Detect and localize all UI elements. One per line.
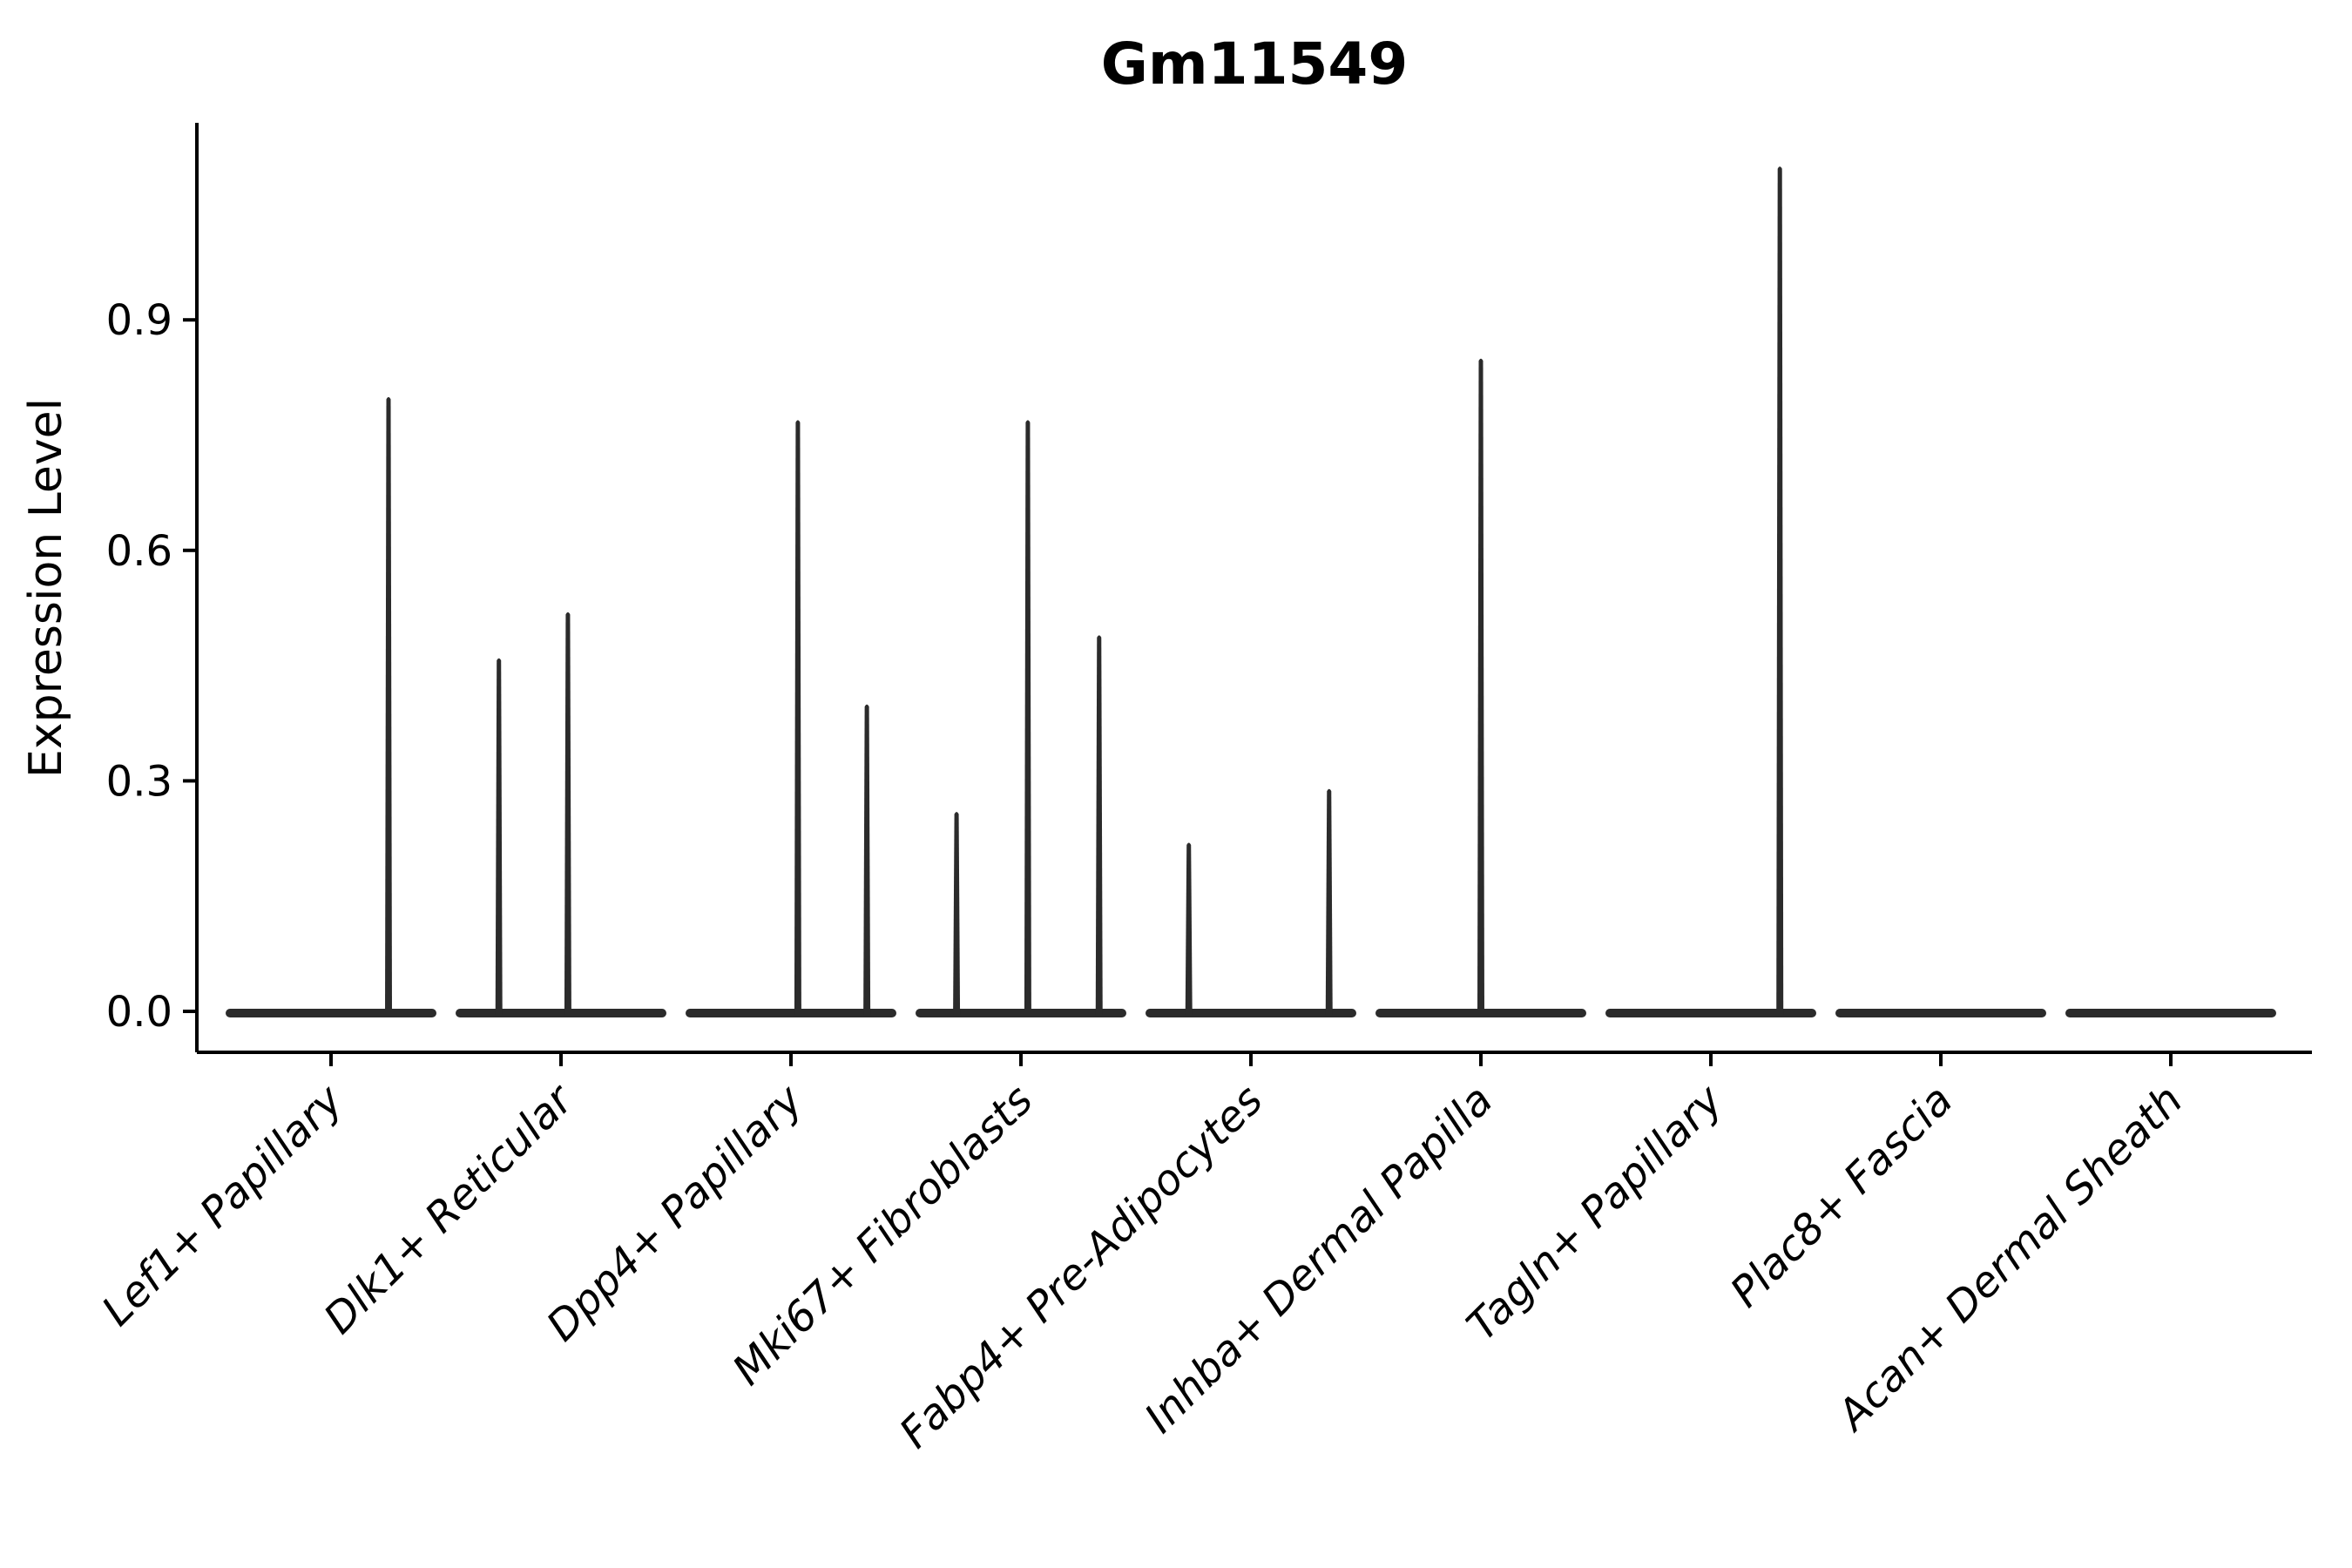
y-axis-label: Expression Level (20, 398, 72, 778)
x-tick-label: Dpp4+ Papillary (537, 1075, 813, 1350)
axes (195, 123, 2312, 1054)
y-tick-label: 0.9 (106, 296, 172, 345)
violin-spike (1325, 788, 1333, 1015)
violin-baseline (916, 1009, 1126, 1017)
violin-baseline (1146, 1009, 1356, 1017)
violin (1835, 1009, 2046, 1017)
chart-title: Gm11549 (1101, 30, 1409, 98)
violin-spike (385, 396, 392, 1015)
violin-baseline (226, 1009, 436, 1017)
violin-spike (794, 420, 801, 1015)
y-tick-label: 0.0 (106, 988, 172, 1037)
violin (916, 420, 1126, 1017)
y-tick-label: 0.6 (106, 527, 172, 576)
violin (2065, 1009, 2276, 1017)
violin (226, 396, 436, 1017)
violin-spike (1477, 358, 1484, 1015)
violin-spike (863, 704, 871, 1015)
violin-spike (1024, 420, 1031, 1015)
x-tick-label: Tagln+ Papillary (1457, 1075, 1733, 1350)
violin-baseline (2065, 1009, 2276, 1017)
x-tick-label: Lef1+ Papillary (92, 1075, 353, 1335)
violin-spike (953, 812, 961, 1015)
violin-baseline (1605, 1009, 1816, 1017)
violin-baseline (1835, 1009, 2046, 1017)
violin-spike (495, 658, 503, 1015)
violin (686, 420, 896, 1017)
violin-spike (564, 612, 571, 1015)
violin (1146, 788, 1356, 1017)
x-tick-label: Plac8+ Fascia (1721, 1076, 1963, 1317)
violin (456, 612, 666, 1017)
x-tick-label: Fabp4+ Pre-Adipocytes (890, 1076, 1273, 1458)
violin (1375, 358, 1586, 1017)
violin-spike (1185, 842, 1193, 1015)
y-tick-labels: 0.0 0.3 0.6 0.9 (106, 296, 197, 1037)
y-tick-label: 0.3 (106, 757, 172, 806)
violin-spike (1095, 635, 1103, 1015)
x-tick-label: Dlk1+ Reticular (314, 1074, 585, 1344)
violin-baseline (686, 1009, 896, 1017)
violin-spike (1776, 166, 1784, 1016)
violin-baseline (456, 1009, 666, 1017)
violins (226, 166, 2276, 1017)
violin (1605, 166, 1816, 1017)
